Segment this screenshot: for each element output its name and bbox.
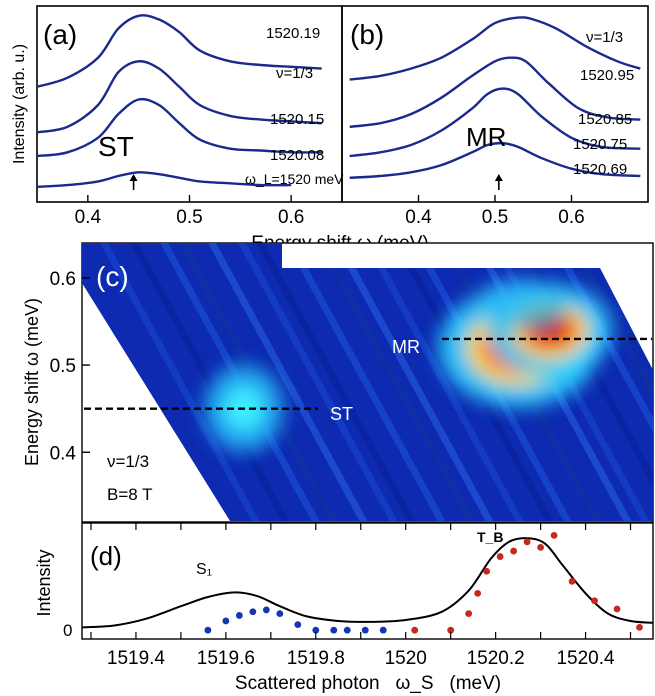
curve-a-3 bbox=[37, 97, 322, 158]
point-blue-7 bbox=[312, 626, 320, 634]
label-1520-95: 1520.95 bbox=[580, 67, 634, 84]
heatmap-streak bbox=[256, 243, 416, 521]
st-label-c: ST bbox=[330, 404, 353, 424]
point-red-11 bbox=[591, 597, 598, 605]
panel-c-label: (c) bbox=[96, 261, 129, 292]
point-red-7 bbox=[523, 538, 531, 546]
tb-label: T_B bbox=[477, 529, 503, 545]
panel-c: 0.4 0.5 0.6 (c) Energy shift ω (meV) MR ST… bbox=[22, 242, 654, 523]
st-label-a: ST bbox=[98, 131, 134, 162]
panel-d-ytick-0: 0 bbox=[63, 621, 72, 640]
point-red-5 bbox=[496, 553, 504, 560]
mr-label-c: MR bbox=[392, 337, 420, 357]
b-field-label: B=8 T bbox=[107, 485, 153, 504]
curve-a-2 bbox=[37, 60, 322, 134]
tick-label-c-2: 0.6 bbox=[50, 269, 76, 290]
point-blue-2 bbox=[235, 612, 243, 619]
tick-label-a-0: 0.4 bbox=[75, 207, 102, 228]
tick-label-d-5: 1520.4 bbox=[556, 648, 615, 669]
point-blue-11 bbox=[379, 626, 387, 634]
tick-label-b-1: 0.5 bbox=[482, 207, 508, 228]
curve-b-3 bbox=[349, 87, 641, 158]
point-red-12 bbox=[613, 605, 621, 613]
point-blue-0 bbox=[204, 626, 212, 634]
heatmap-streak bbox=[100, 243, 260, 521]
panel-d-ylabel: Intensity bbox=[34, 549, 54, 616]
arrow-up-icon bbox=[129, 174, 138, 190]
curve-a-4 bbox=[37, 171, 292, 189]
point-blue-6 bbox=[294, 621, 302, 629]
arrow-head bbox=[129, 174, 138, 181]
heatmap-streak bbox=[568, 243, 653, 521]
arrow-up-icon bbox=[494, 174, 503, 190]
tick-label-d-4: 1520.2 bbox=[467, 648, 525, 669]
panel-d-label: (d) bbox=[90, 541, 122, 571]
panel-d-frame bbox=[81, 522, 654, 640]
point-red-9 bbox=[550, 532, 558, 539]
point-red-0 bbox=[411, 626, 419, 634]
point-blue-3 bbox=[249, 608, 257, 616]
point-blue-8 bbox=[330, 626, 338, 634]
point-blue-5 bbox=[276, 610, 284, 617]
point-red-2 bbox=[465, 610, 473, 617]
point-blue-1 bbox=[222, 617, 230, 625]
curve-a-1 bbox=[37, 14, 322, 88]
tick-label-d-2: 1519.8 bbox=[287, 648, 345, 669]
point-blue-10 bbox=[361, 626, 369, 634]
heatmap-streak bbox=[334, 243, 494, 521]
point-red-1 bbox=[447, 626, 455, 634]
intensity-trace bbox=[82, 537, 653, 629]
curve-b-2 bbox=[349, 56, 641, 128]
point-red-10 bbox=[568, 578, 576, 585]
panel-a-label: (a) bbox=[43, 19, 77, 50]
scattered-photon-xlabel: Scattered photon ω_S (meV) bbox=[235, 673, 501, 694]
panel-b: 0.4 0.5 0.6 (b) ν=1/3 1520.95 1520.85 1520… bbox=[341, 5, 649, 228]
nu-a: ν=1/3 bbox=[276, 65, 313, 82]
point-red-6 bbox=[510, 547, 518, 555]
point-red-13 bbox=[636, 624, 643, 631]
tick-label-a-1: 0.5 bbox=[176, 207, 202, 228]
point-blue-4 bbox=[262, 606, 270, 614]
nu-b: ν=1/3 bbox=[586, 29, 623, 46]
tick-label-b-0: 0.4 bbox=[405, 207, 432, 228]
tick-label-d-0: 1519.4 bbox=[107, 648, 166, 669]
tick-label-b-2: 0.6 bbox=[558, 207, 584, 228]
panel-a: 0.4 0.5 0.6 (a) Intensity (arb. u.) 1520.1… bbox=[11, 5, 344, 228]
heatmap-streak bbox=[316, 243, 476, 521]
panel-a-ylabel: Intensity (arb. u.) bbox=[11, 44, 28, 164]
hotspot-glow bbox=[474, 278, 571, 331]
heatmap-streak bbox=[130, 243, 290, 521]
point-blue-9 bbox=[343, 626, 351, 634]
heatmap-streak bbox=[238, 243, 398, 521]
label-1520-19: 1520.19 bbox=[266, 25, 320, 42]
arrow-head bbox=[494, 174, 503, 181]
curve-b-4 bbox=[349, 141, 641, 179]
label-1520-15: 1520.15 bbox=[270, 111, 324, 128]
tick-label-d-1: 1519.6 bbox=[197, 648, 255, 669]
panel-c-ylabel: Energy shift ω (meV) bbox=[22, 298, 42, 466]
s1-label: S₁ bbox=[196, 561, 212, 578]
point-red-4 bbox=[483, 567, 491, 575]
tick-label-c-1: 0.5 bbox=[50, 356, 76, 377]
tick-label-c-0: 0.4 bbox=[50, 443, 77, 464]
label-1520-08: 1520.08 bbox=[270, 147, 324, 164]
tick-label-d-3: 1520 bbox=[385, 648, 427, 669]
tick-label-a-2: 0.6 bbox=[278, 207, 304, 228]
point-red-8 bbox=[537, 543, 544, 551]
label-1520-69: 1520.69 bbox=[573, 161, 627, 178]
label-1520-85: 1520.85 bbox=[578, 111, 632, 128]
panel-d: 1519.4 1519.6 1519.8 1520 1520.2 1520.4 (d) S… bbox=[34, 522, 654, 694]
curve-b-1 bbox=[349, 16, 641, 81]
heatmap-streak bbox=[364, 243, 524, 521]
point-red-3 bbox=[474, 589, 482, 597]
heatmap-streak bbox=[208, 243, 368, 521]
panel-b-label: (b) bbox=[350, 19, 384, 50]
label-1520-75: 1520.75 bbox=[573, 136, 627, 153]
mr-label-b: MR bbox=[466, 122, 506, 152]
heatmap-streak bbox=[286, 243, 446, 521]
omega-l-label: ω_L=1520 meV bbox=[245, 171, 344, 187]
nu-c: ν=1/3 bbox=[107, 452, 149, 471]
